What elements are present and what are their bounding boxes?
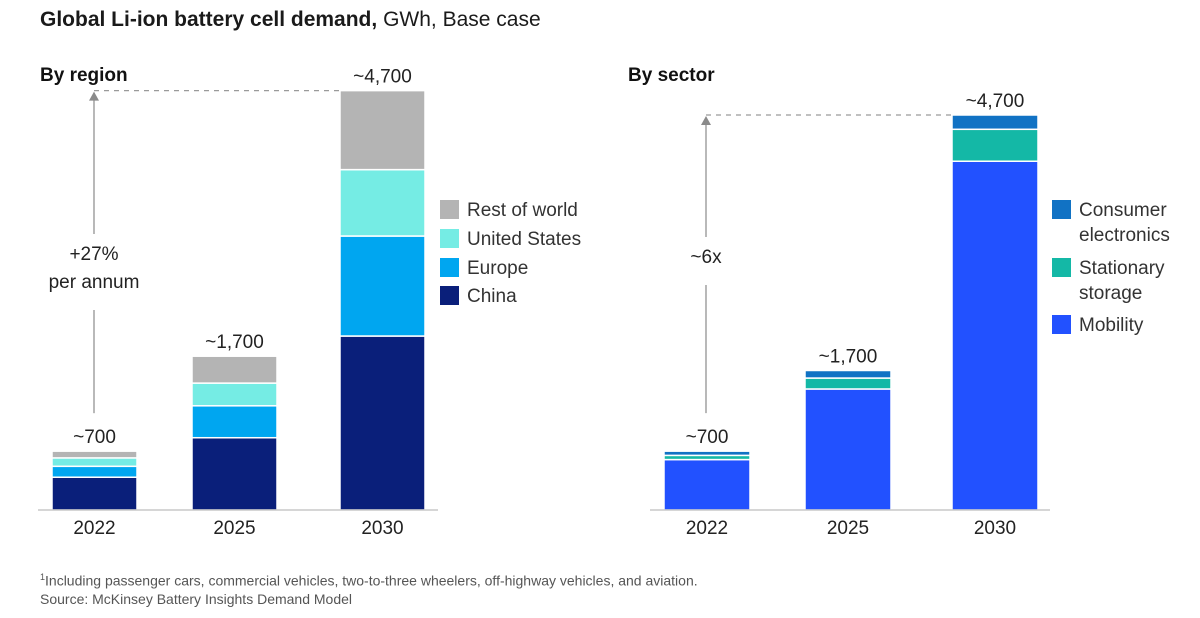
sector-bar-2025-mobility <box>804 388 892 511</box>
sector-x-tick-2030: 2030 <box>974 518 1016 539</box>
sector-bar-2030-mobility <box>951 160 1039 511</box>
footnote-text: Including passenger cars, commercial veh… <box>45 572 698 589</box>
footnote-marker: 1 <box>40 572 46 582</box>
sector-bar-2025-stationary-storage <box>804 377 892 390</box>
region-x-tick-2022: 2022 <box>73 518 115 539</box>
region-bar-2030-rest-of-world <box>339 89 426 171</box>
region-bar-2022-rest-of-world <box>51 450 138 459</box>
region-bar-2022-china <box>51 476 138 511</box>
region-legend-swatch-rest-of-world <box>440 200 459 219</box>
sector-bar-2022-consumer-electronics <box>663 450 751 457</box>
sector-x-tick-2025: 2025 <box>827 518 869 539</box>
region-bar-2025-rest-of-world <box>191 355 278 384</box>
charts-canvas: By region ~700 2022 ~1,700 2025 ~4,700 2030 +27… <box>38 65 1170 539</box>
sector-total-label-2025: ~1,700 <box>819 346 878 367</box>
sector-legend-swatch-consumer-electronics <box>1052 200 1071 219</box>
region-bar-2030-united-states <box>339 168 426 237</box>
sector-x-tick-2022: 2022 <box>686 518 728 539</box>
region-total-label-2030: ~4,700 <box>353 67 412 88</box>
sector-panel-title: By sector <box>628 65 715 86</box>
region-legend-label-china: China <box>467 286 517 307</box>
region-legend-label-rest-of-world: Rest of world <box>467 200 578 221</box>
chart-title: Global Li-ion battery cell demand, GWh, … <box>40 8 541 32</box>
region-bar-2025-united-states <box>191 382 278 407</box>
region-bar-2022-europe <box>51 465 138 478</box>
sector-bar-2030-stationary-storage <box>951 128 1039 162</box>
region-bar-2022-united-states <box>51 457 138 468</box>
region-legend-label-europe: Europe <box>467 258 528 279</box>
sector-bar-2022-mobility <box>663 458 751 511</box>
region-panel-title: By region <box>40 65 128 86</box>
region-growth-arrowhead <box>89 91 99 101</box>
region-total-label-2025: ~1,700 <box>205 332 264 353</box>
sector-growth-label-1: ~6x <box>690 247 722 268</box>
sector-total-label-2022: ~700 <box>686 427 729 448</box>
sector-bar-2030-consumer-electronics <box>951 114 1039 131</box>
footnote: 1Including passenger cars, commercial ve… <box>40 568 698 608</box>
chart-title-main: Global Li-ion battery cell demand, <box>40 8 378 31</box>
sector-bar-2025-consumer-electronics <box>804 369 892 379</box>
sector-legend-label-stationary-storage-line2: storage <box>1079 283 1142 304</box>
region-growth-label-2: per annum <box>49 272 140 293</box>
region-x-tick-2025: 2025 <box>213 518 255 539</box>
source-note: Source: McKinsey Battery Insights Demand… <box>40 590 353 607</box>
region-growth-label-1: +27% <box>69 244 118 265</box>
sector-legend-label-consumer-electronics-line2: electronics <box>1079 225 1170 246</box>
region-total-label-2022: ~700 <box>73 427 116 448</box>
region-x-tick-2030: 2030 <box>361 518 403 539</box>
region-legend-swatch-united-states <box>440 229 459 248</box>
sector-total-label-2030: ~4,700 <box>966 91 1025 112</box>
sector-legend-swatch-stationary-storage <box>1052 258 1071 277</box>
region-legend-swatch-china <box>440 286 459 305</box>
region-legend-swatch-europe <box>440 258 459 277</box>
sector-legend-label-mobility: Mobility <box>1079 315 1144 336</box>
region-bar-2025-china <box>191 436 278 511</box>
sector-legend-label-stationary-storage-line1: Stationary <box>1079 258 1165 279</box>
region-bar-2025-europe <box>191 405 278 439</box>
chart-title-unit: GWh, Base case <box>377 8 541 31</box>
sector-growth-arrowhead <box>701 116 711 125</box>
region-bar-2030-europe <box>339 235 426 337</box>
sector-legend-label-consumer-electronics-line1: Consumer <box>1079 200 1167 221</box>
region-bar-2030-china <box>339 335 426 511</box>
region-legend-label-united-states: United States <box>467 229 581 250</box>
sector-legend-swatch-mobility <box>1052 315 1071 334</box>
